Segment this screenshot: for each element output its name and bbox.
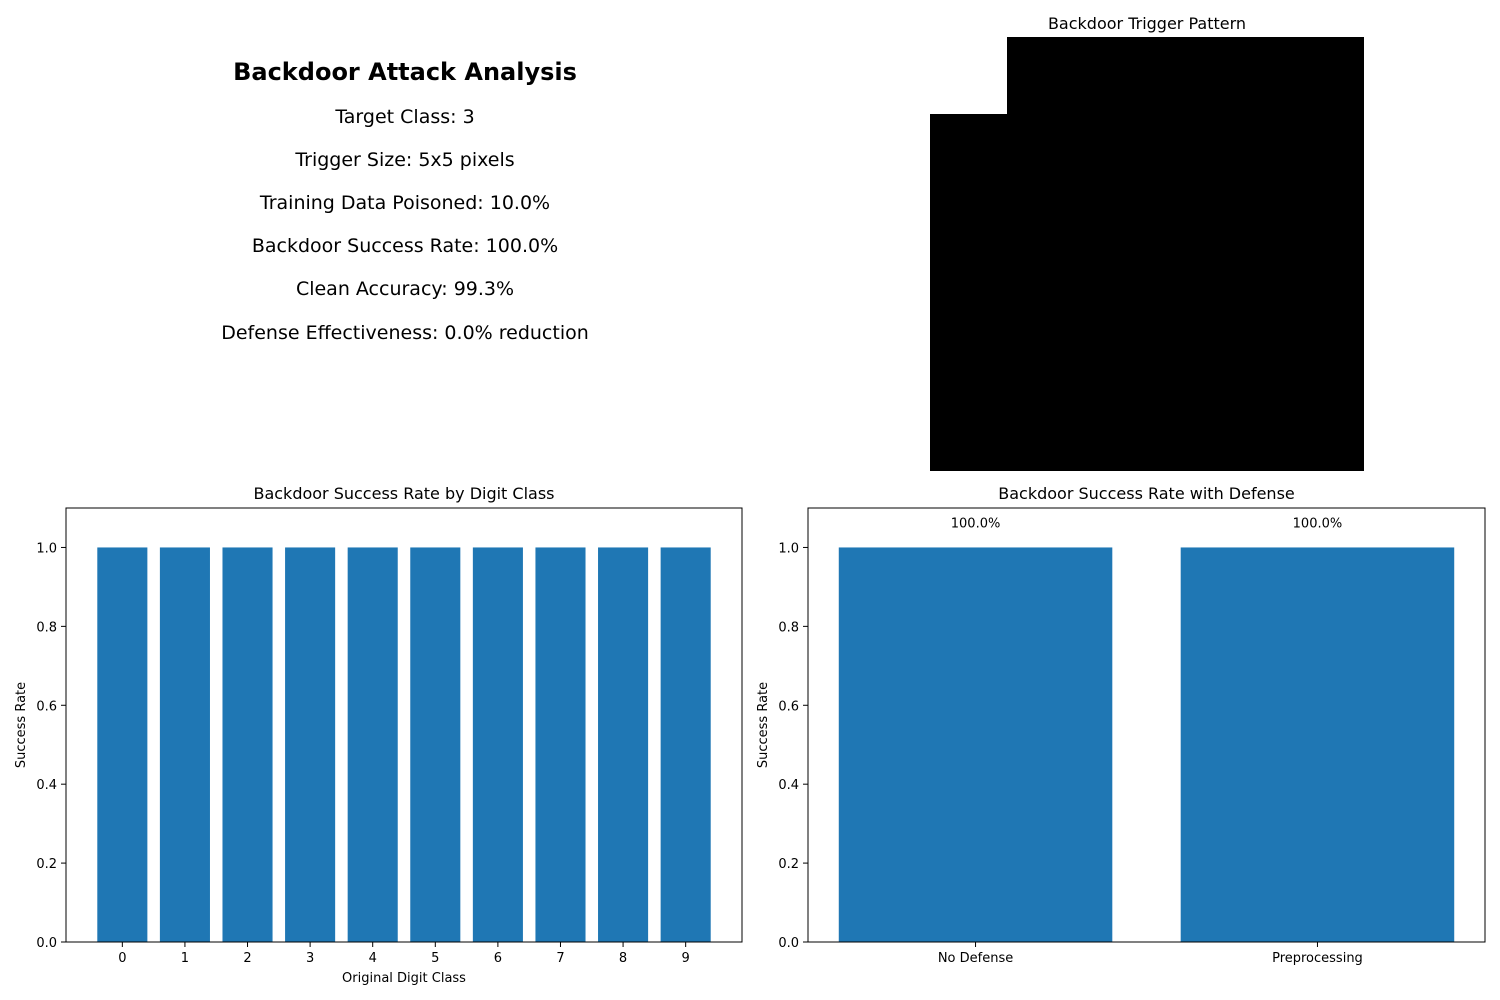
x-axis-label: Original Digit Class	[342, 971, 466, 986]
x-tick-label: 1	[181, 951, 189, 966]
y-tick-label: 0.4	[778, 778, 799, 793]
summary-poisoned: Training Data Poisoned: 10.0%	[259, 192, 551, 214]
y-tick-label: 0.2	[36, 857, 57, 872]
chart-title: Backdoor Success Rate with Defense	[998, 484, 1295, 503]
y-tick-label: 0.4	[36, 778, 57, 793]
y-axis-label: Success Rate	[14, 682, 29, 768]
summary-success-rate: Backdoor Success Rate: 100.0%	[251, 235, 559, 257]
bar-4	[347, 547, 398, 942]
summary-clean-accuracy: Clean Accuracy: 99.3%	[295, 278, 515, 300]
x-tick-label: 3	[306, 951, 314, 966]
bar-0	[97, 547, 148, 942]
bar-6	[472, 547, 523, 942]
chart-title: Backdoor Success Rate by Digit Class	[253, 484, 554, 503]
y-tick-label: 0.8	[778, 620, 799, 635]
y-tick-label: 0.0	[778, 936, 799, 951]
summary-defense-effectiveness: Defense Effectiveness: 0.0% reduction	[221, 322, 589, 344]
y-tick-label: 0.6	[36, 699, 57, 714]
bar-1	[159, 547, 210, 942]
data-label: 100.0%	[1293, 516, 1343, 531]
y-tick-label: 0.0	[36, 936, 57, 951]
x-tick-label: No Defense	[938, 951, 1013, 966]
x-tick-label: 6	[494, 951, 502, 966]
x-tick-label: 2	[243, 951, 251, 966]
bar-2	[222, 547, 273, 942]
summary-title: Backdoor Attack Analysis	[233, 58, 577, 86]
x-tick-label: 7	[556, 951, 564, 966]
y-tick-label: 1.0	[778, 541, 799, 556]
bar-5	[410, 547, 461, 942]
y-tick-label: 0.2	[778, 857, 799, 872]
y-tick-label: 0.8	[36, 620, 57, 635]
x-tick-label: 5	[431, 951, 439, 966]
bar-8	[598, 547, 649, 942]
summary-panel: Backdoor Attack Analysis Target Class: 3…	[0, 0, 810, 480]
axes-frame	[807, 507, 1486, 943]
bar-7	[535, 547, 586, 942]
x-tick-label: 9	[682, 951, 690, 966]
y-tick-label: 1.0	[36, 541, 57, 556]
bar-3	[285, 547, 336, 942]
summary-target-class: Target Class: 3	[335, 106, 475, 128]
bar-no-defense	[838, 547, 1113, 942]
x-tick-label: 4	[369, 951, 377, 966]
axes-frame	[65, 507, 743, 943]
x-tick-label: 8	[619, 951, 627, 966]
summary-trigger-size: Trigger Size: 5x5 pixels	[295, 149, 515, 171]
data-label: 100.0%	[951, 516, 1001, 531]
y-tick-label: 0.6	[778, 699, 799, 714]
x-tick-label: 0	[118, 951, 126, 966]
bar-9	[660, 547, 711, 942]
bar-preprocessing	[1180, 547, 1455, 942]
x-tick-label: Preprocessing	[1272, 951, 1363, 966]
y-axis-label: Success Rate	[756, 682, 771, 768]
